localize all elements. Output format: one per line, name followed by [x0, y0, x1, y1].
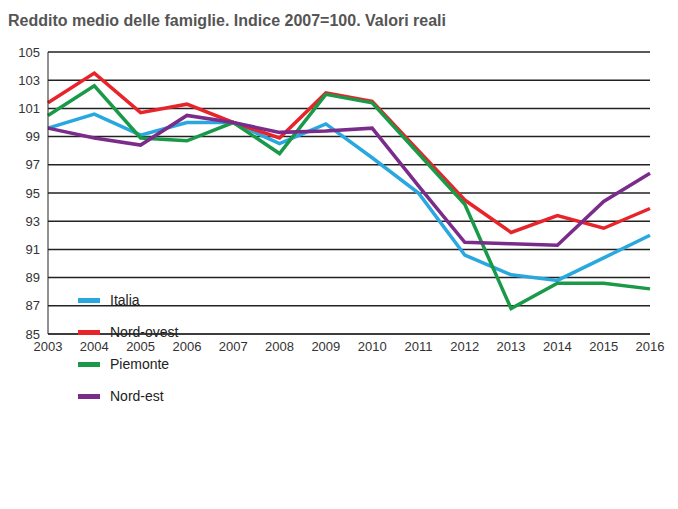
svg-text:101: 101 [18, 101, 40, 116]
svg-text:2007: 2007 [219, 339, 248, 354]
html-text:Italia: Italia [110, 292, 140, 308]
html-text:Nord-est: Nord-est [110, 388, 164, 404]
html-text:Nord-ovest: Nord-ovest [110, 324, 179, 340]
svg-text:91: 91 [26, 242, 40, 257]
svg-text:99: 99 [26, 129, 40, 144]
svg-text:97: 97 [26, 157, 40, 172]
svg-text:85: 85 [26, 327, 40, 342]
svg-text:2016: 2016 [636, 339, 665, 354]
html-text:Piemonte: Piemonte [110, 356, 170, 372]
svg-text:89: 89 [26, 270, 40, 285]
svg-text:2015: 2015 [589, 339, 618, 354]
svg-text:2005: 2005 [126, 339, 155, 354]
svg-text:87: 87 [26, 298, 40, 313]
html-text:Reddito medio delle famiglie.: Reddito medio delle famiglie. Indice 200… [8, 12, 446, 29]
svg-text:95: 95 [26, 186, 40, 201]
svg-text:2014: 2014 [543, 339, 572, 354]
svg-text:2010: 2010 [358, 339, 387, 354]
svg-text:103: 103 [18, 73, 40, 88]
svg-text:2011: 2011 [404, 339, 432, 354]
svg-text:2009: 2009 [311, 339, 340, 354]
svg-text:2008: 2008 [265, 339, 294, 354]
svg-text:2012: 2012 [450, 339, 479, 354]
svg-text:2006: 2006 [172, 339, 201, 354]
svg-text:2004: 2004 [80, 339, 109, 354]
svg-text:105: 105 [18, 45, 40, 60]
svg-text:2013: 2013 [497, 339, 526, 354]
svg-text:93: 93 [26, 214, 40, 229]
svg-text:2003: 2003 [33, 339, 63, 355]
